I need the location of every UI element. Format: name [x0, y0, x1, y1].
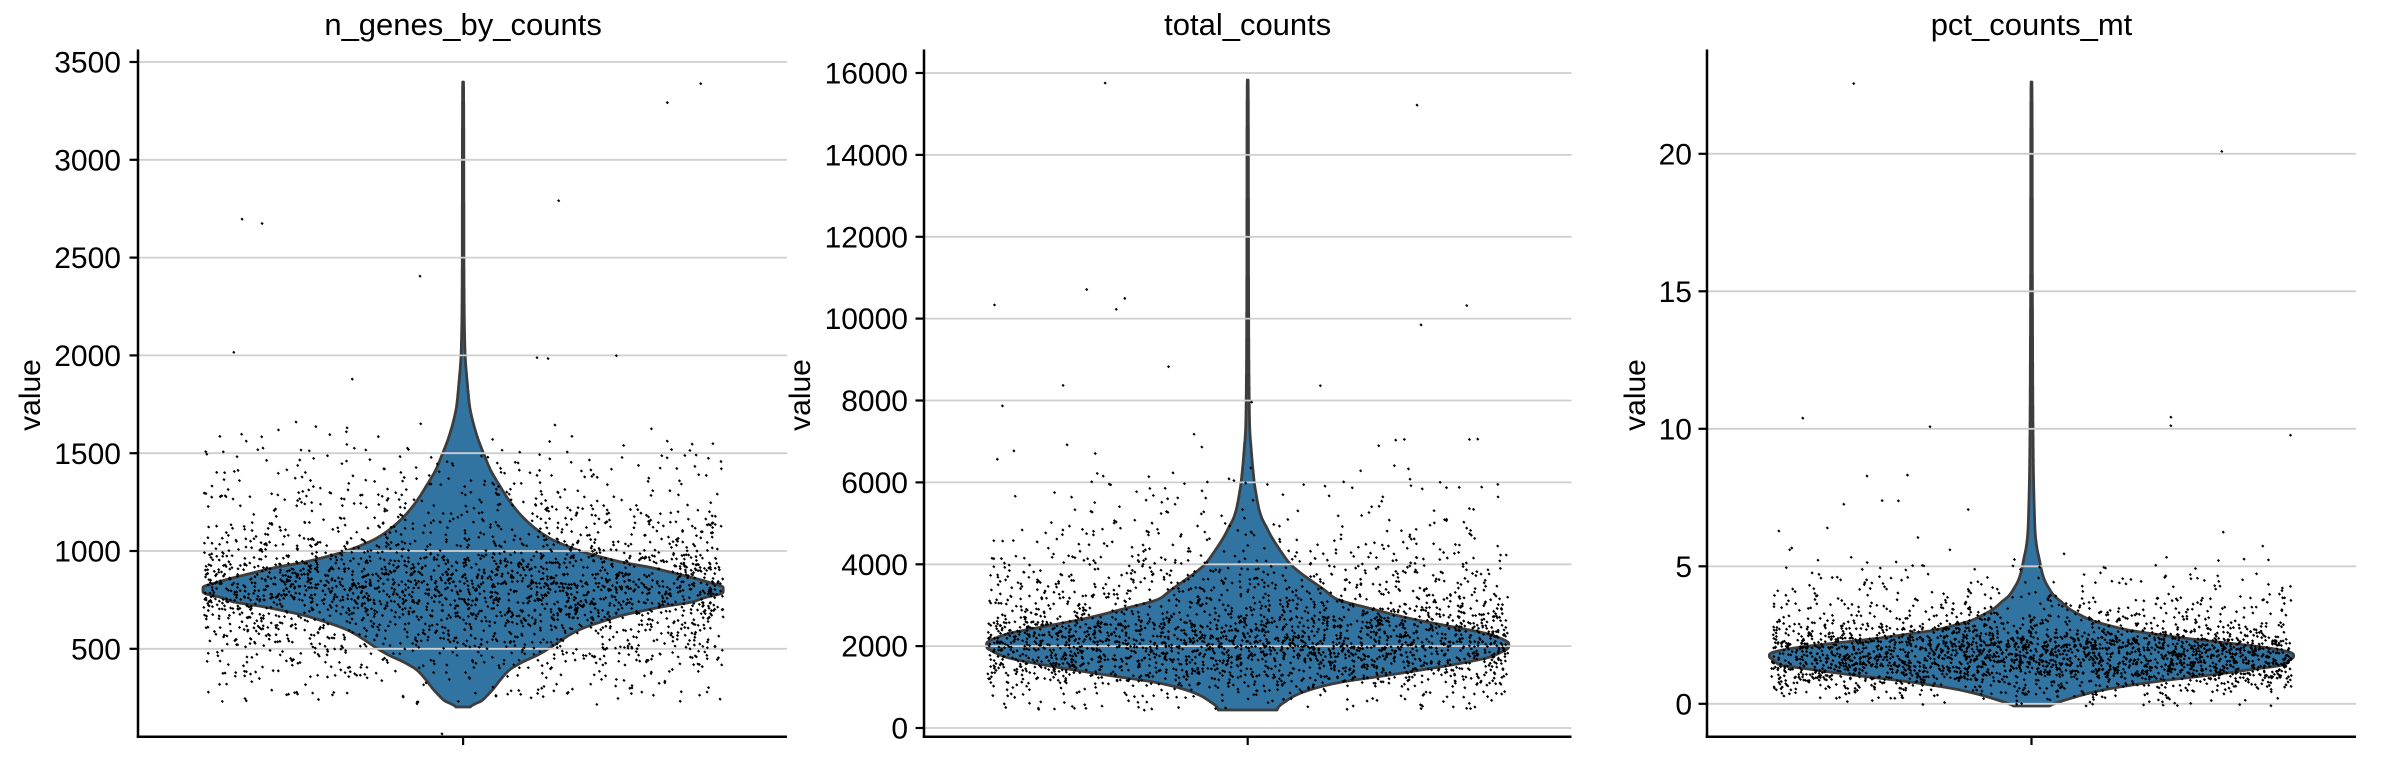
svg-text:value: value — [784, 359, 817, 431]
svg-text:2000: 2000 — [54, 340, 121, 373]
svg-text:6000: 6000 — [841, 467, 908, 500]
svg-text:total_counts: total_counts — [1164, 7, 1331, 42]
svg-text:2500: 2500 — [54, 242, 121, 275]
svg-text:14000: 14000 — [825, 140, 908, 173]
svg-text:20: 20 — [1659, 138, 1692, 171]
svg-text:1500: 1500 — [54, 438, 121, 471]
svg-text:n_genes_by_counts: n_genes_by_counts — [324, 7, 602, 42]
svg-text:500: 500 — [71, 633, 121, 666]
svg-text:0: 0 — [1675, 688, 1692, 721]
svg-text:1000: 1000 — [54, 536, 121, 569]
svg-text:value: value — [14, 359, 47, 431]
svg-text:5: 5 — [1675, 551, 1692, 584]
svg-text:value: value — [1619, 359, 1652, 431]
svg-text:pct_counts_mt: pct_counts_mt — [1931, 7, 2133, 42]
svg-text:3500: 3500 — [54, 47, 121, 80]
svg-text:4000: 4000 — [841, 549, 908, 582]
svg-text:12000: 12000 — [825, 221, 908, 254]
svg-text:3000: 3000 — [54, 144, 121, 177]
svg-text:0: 0 — [891, 713, 908, 746]
svg-text:10: 10 — [1659, 413, 1692, 446]
svg-text:8000: 8000 — [841, 385, 908, 418]
svg-text:16000: 16000 — [825, 58, 908, 91]
svg-text:15: 15 — [1659, 276, 1692, 309]
svg-text:2000: 2000 — [841, 631, 908, 664]
svg-text:10000: 10000 — [825, 303, 908, 336]
